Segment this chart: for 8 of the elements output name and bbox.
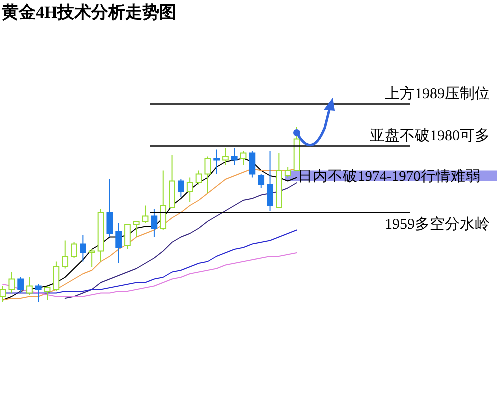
ref-line-label: 上方1989压制位 (385, 85, 490, 102)
candlestick (116, 222, 122, 264)
chart-title: 黄金4H技术分析走势图 (1, 3, 177, 22)
band-label: 日内不破1974-1970行情难弱 (298, 168, 481, 185)
candlestick (80, 235, 86, 262)
ref-line-label: 亚盘不破1980可多 (370, 127, 490, 144)
ref-line-label: 1959多空分水岭 (385, 216, 490, 233)
candlestick (214, 149, 220, 175)
